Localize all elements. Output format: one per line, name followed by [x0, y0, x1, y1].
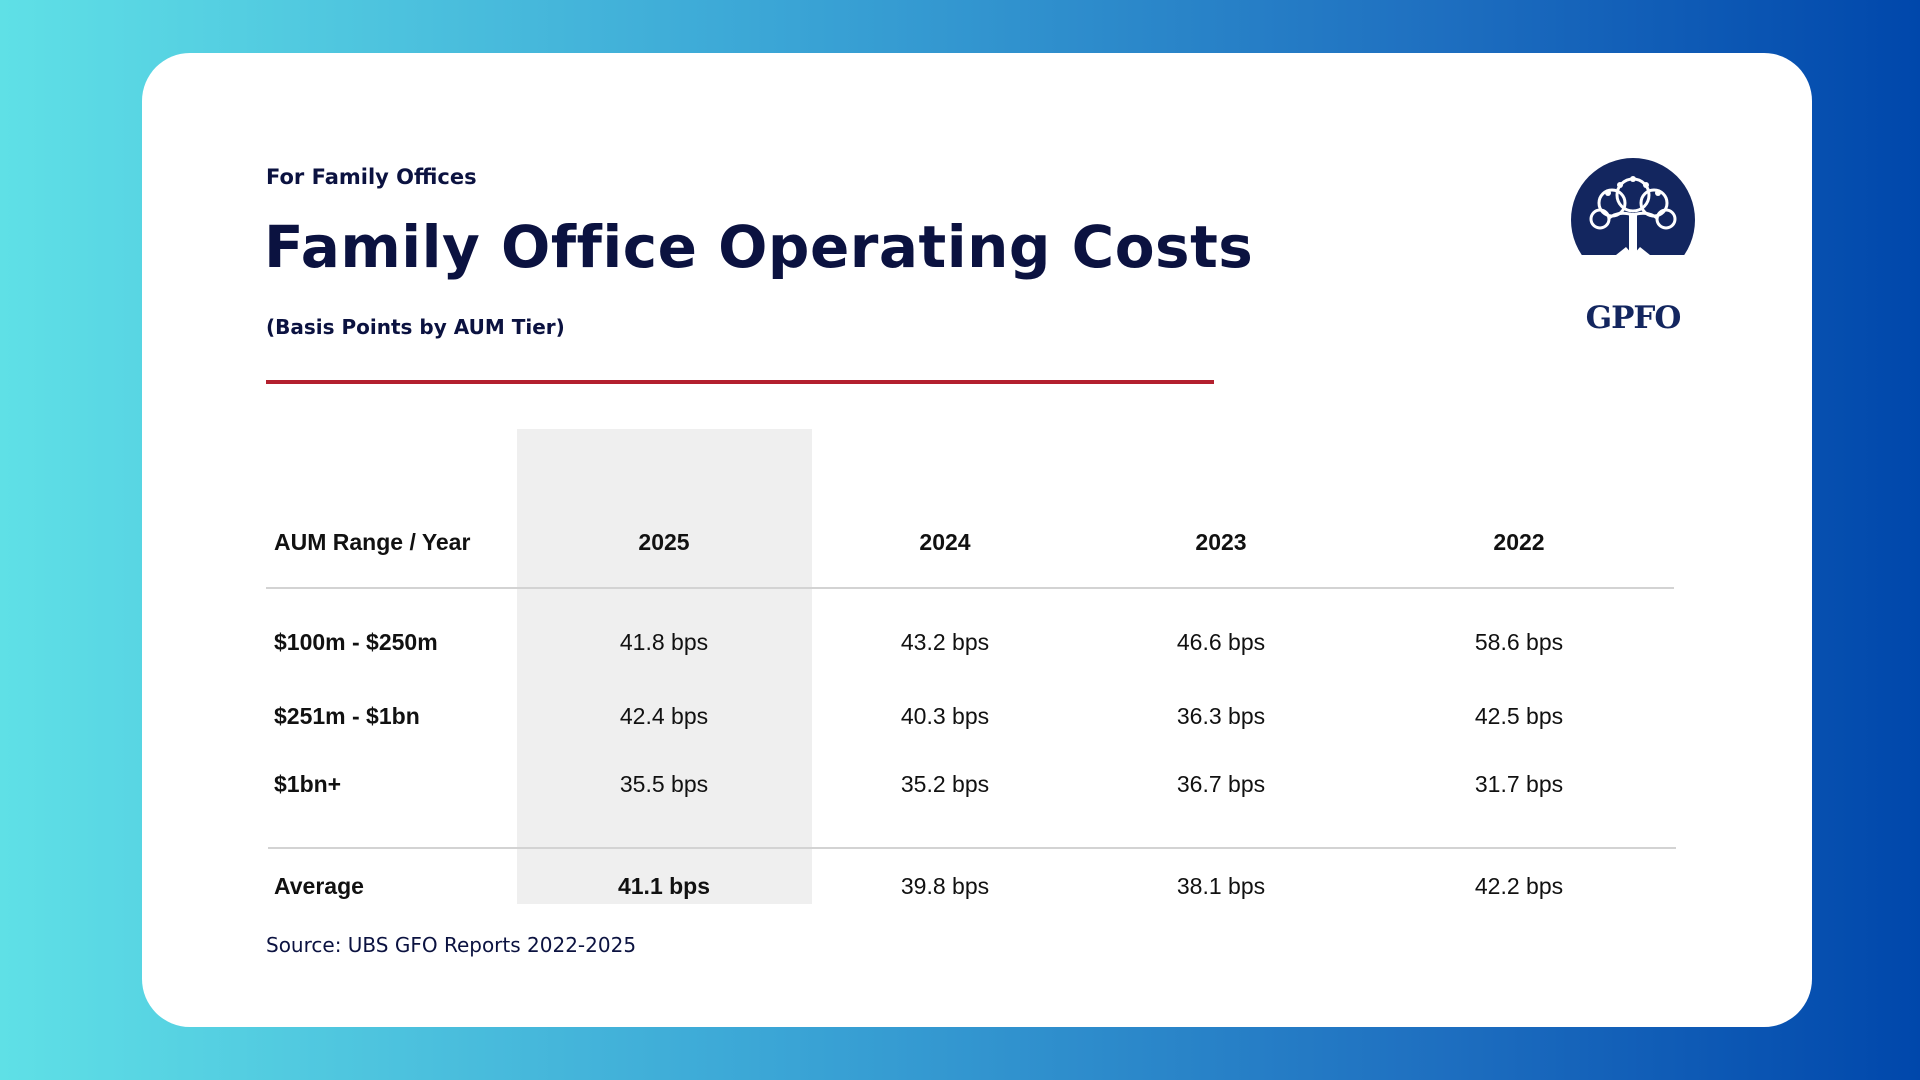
table-cell: 35.5 bps — [619, 771, 709, 797]
table-header-corner: AUM Range / Year — [274, 529, 471, 555]
year-header-2022: 2022 — [1493, 529, 1545, 555]
average-label: Average — [274, 873, 364, 899]
row-label: $251m - $1bn — [274, 703, 420, 729]
source-note: Source: UBS GFO Reports 2022-2025 — [266, 933, 637, 957]
header-divider — [266, 587, 1674, 589]
table-cell: 42.4 bps — [619, 703, 709, 729]
tree-icon — [1568, 158, 1698, 285]
table-cell: 31.7 bps — [1474, 771, 1564, 797]
highlighted-column-2025 — [517, 429, 812, 904]
average-cell: 39.8 bps — [900, 873, 990, 899]
year-header-2024: 2024 — [919, 529, 971, 555]
table-cell: 42.5 bps — [1474, 703, 1564, 729]
cost-table: AUM Range / Year 2025 2024 2023 2022 $10… — [266, 429, 1676, 904]
table-cell: 46.6 bps — [1176, 629, 1266, 655]
row-label: $100m - $250m — [274, 629, 438, 655]
title-divider — [266, 380, 1214, 384]
eyebrow-label: For Family Offices — [266, 165, 477, 189]
average-divider — [268, 847, 1676, 849]
logo-wordmark: GPFO — [1585, 300, 1682, 336]
table-cell: 36.3 bps — [1176, 703, 1266, 729]
average-cell: 41.1 bps — [617, 873, 711, 899]
year-header-2025: 2025 — [638, 529, 690, 555]
table-cell: 58.6 bps — [1474, 629, 1564, 655]
table-cell: 36.7 bps — [1176, 771, 1266, 797]
table-cell: 40.3 bps — [900, 703, 990, 729]
row-label: $1bn+ — [274, 771, 342, 797]
table-cell: 43.2 bps — [900, 629, 990, 655]
table-cell: 35.2 bps — [900, 771, 990, 797]
page-title: Family Office Operating Costs — [264, 213, 1254, 281]
year-header-2023: 2023 — [1195, 529, 1247, 555]
gpfo-logo: GPFO — [1568, 155, 1698, 345]
average-cell: 38.1 bps — [1176, 873, 1266, 899]
content-card: For Family Offices Family Office Operati… — [142, 53, 1812, 1027]
page-subtitle: (Basis Points by AUM Tier) — [266, 315, 565, 339]
average-cell: 42.2 bps — [1474, 873, 1564, 899]
table-cell: 41.8 bps — [619, 629, 709, 655]
